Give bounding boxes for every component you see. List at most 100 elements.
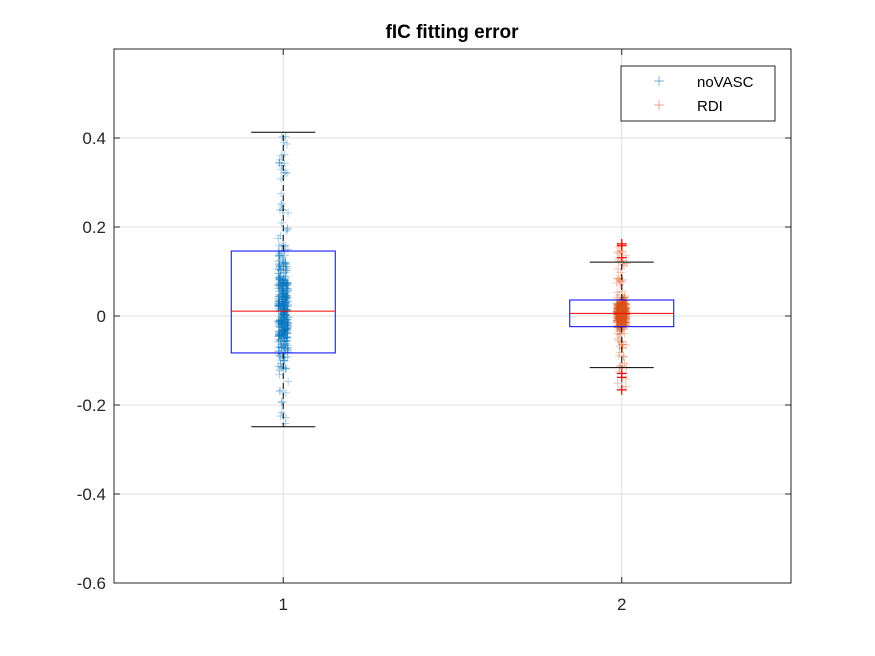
scatter-point	[275, 260, 284, 269]
scatter-point	[275, 276, 284, 285]
y-tick-label: -0.2	[77, 396, 106, 415]
scatter-point	[274, 320, 283, 329]
scatter-point	[612, 313, 621, 322]
scatter-point	[622, 318, 631, 327]
scatter-point	[617, 306, 626, 315]
scatter-point	[283, 332, 292, 341]
scatter-point	[616, 247, 625, 256]
scatter-point	[616, 303, 625, 312]
scatter-point	[274, 292, 283, 301]
scatter-point	[614, 300, 623, 309]
scatter-point	[283, 279, 292, 288]
scatter-point	[281, 264, 290, 273]
scatter-point	[283, 329, 292, 338]
scatter-point	[275, 336, 284, 345]
scatter-point	[279, 331, 288, 340]
scatter-point	[281, 299, 290, 308]
scatter-point	[283, 344, 292, 353]
scatter-point	[621, 305, 630, 314]
scatter-point	[621, 305, 630, 314]
scatter-point	[282, 291, 291, 300]
outlier-marker	[616, 252, 627, 263]
scatter-point	[617, 317, 626, 326]
scatter-point	[620, 301, 629, 310]
scatter-point	[613, 300, 622, 309]
scatter-point	[283, 343, 292, 352]
scatter-point	[615, 329, 624, 338]
scatter-point	[616, 276, 625, 285]
scatter-point	[280, 299, 289, 308]
scatter-points	[274, 132, 631, 428]
scatter-point	[280, 315, 289, 324]
scatter-point	[617, 300, 626, 309]
scatter-point	[276, 279, 285, 288]
scatter-point	[277, 189, 286, 198]
scatter-point	[613, 306, 622, 315]
scatter-point	[280, 246, 289, 255]
scatter-point	[618, 310, 627, 319]
scatter-point	[277, 310, 286, 319]
scatter-point	[280, 169, 289, 178]
scatter-point	[283, 318, 292, 327]
scatter-point	[275, 331, 284, 340]
scatter-point	[621, 310, 630, 319]
scatter-point	[276, 306, 285, 315]
scatter-point	[278, 312, 287, 321]
scatter-point	[277, 247, 286, 256]
scatter-point	[276, 301, 285, 310]
scatter-point	[279, 278, 288, 287]
scatter-cluster-novasc	[274, 132, 293, 428]
scatter-point	[613, 316, 622, 325]
scatter-point	[613, 303, 622, 312]
scatter-point	[615, 314, 624, 323]
scatter-point	[613, 305, 622, 314]
scatter-point	[277, 291, 286, 300]
scatter-point	[618, 323, 627, 332]
scatter-point	[613, 299, 622, 308]
scatter-point	[276, 317, 285, 326]
scatter-point	[616, 314, 625, 323]
scatter-point	[279, 309, 288, 318]
scatter-point	[284, 301, 293, 310]
scatter-point	[277, 295, 286, 304]
scatter-point	[616, 318, 625, 327]
scatter-point	[616, 268, 625, 277]
scatter-point	[277, 363, 286, 372]
scatter-point	[280, 310, 289, 319]
scatter-point	[618, 300, 627, 309]
scatter-point	[281, 298, 290, 307]
scatter-cluster-rdi	[612, 242, 631, 392]
scatter-point	[282, 291, 291, 300]
scatter-point	[616, 321, 625, 330]
scatter-point	[282, 315, 291, 324]
scatter-point	[283, 279, 292, 288]
scatter-point	[275, 298, 284, 307]
scatter-point	[617, 318, 626, 327]
scatter-point	[275, 262, 284, 271]
scatter-point	[282, 328, 291, 337]
scatter-point	[281, 276, 290, 285]
scatter-point	[278, 275, 287, 284]
scatter-point	[281, 345, 290, 354]
scatter-point	[279, 317, 288, 326]
scatter-point	[274, 297, 283, 306]
scatter-point	[619, 352, 628, 361]
scatter-point	[283, 348, 292, 357]
scatter-point	[613, 308, 622, 317]
scatter-point	[620, 299, 629, 308]
scatter-point	[279, 281, 288, 290]
scatter-point	[276, 327, 285, 336]
scatter-point	[276, 337, 285, 346]
scatter-point	[274, 295, 283, 304]
scatter-point	[621, 318, 630, 327]
scatter-point	[283, 316, 292, 325]
scatter-point	[280, 334, 289, 343]
scatter-point	[619, 301, 628, 310]
scatter-point	[277, 316, 286, 325]
scatter-point	[282, 336, 291, 345]
scatter-point	[281, 293, 290, 302]
scatter-point	[620, 310, 629, 319]
scatter-point	[614, 304, 623, 313]
scatter-point	[614, 301, 623, 310]
scatter-point	[281, 311, 290, 320]
